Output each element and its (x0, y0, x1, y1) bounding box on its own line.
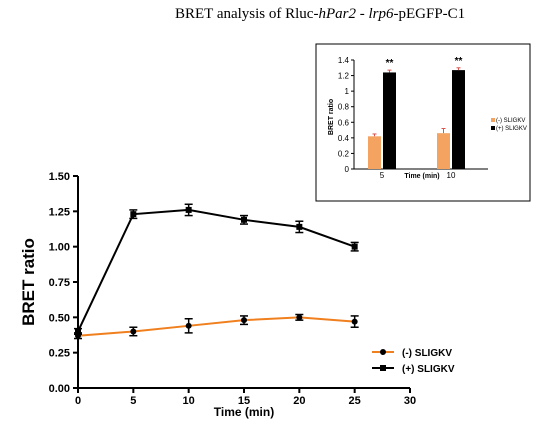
data-point (185, 322, 192, 329)
data-point (75, 328, 81, 335)
inset-y-tick-label: 0.8 (338, 103, 350, 112)
series-line (77, 316, 355, 337)
legend-marker (380, 349, 386, 355)
data-point (296, 314, 303, 321)
figure-title: BRET analysis of Rluc-hPar2 - lrp6-pEGFP… (175, 6, 465, 22)
inset-legend-label: (+) SLIGKV (496, 126, 527, 132)
data-point (351, 318, 358, 325)
data-point (241, 216, 247, 223)
x-tick-label: 20 (293, 395, 305, 407)
y-tick-label: 0.00 (49, 383, 70, 395)
y-tick-label: 1.25 (49, 206, 70, 218)
y-tick-label: 0.25 (49, 348, 70, 360)
y-tick-label: 1.50 (49, 171, 70, 183)
x-tick-label: 5 (130, 395, 136, 407)
inset-y-tick-label: 1.2 (338, 72, 350, 81)
x-axis-label: Time (min) (214, 405, 274, 419)
inset-bar-plus (452, 70, 465, 169)
inset-legend-swatch (491, 126, 495, 130)
inset-legend-label: (-) SLIGKV (496, 118, 525, 124)
x-tick-label: 30 (404, 395, 416, 407)
inset-y-tick-label: 1.4 (338, 56, 350, 65)
legend-label: (-) SLIGKV (402, 348, 452, 359)
series-minus-sligkv (74, 313, 359, 340)
data-point (351, 243, 358, 250)
inset-legend-swatch (491, 118, 495, 122)
data-point (130, 211, 137, 218)
legend: (-) SLIGKV (+) SLIGKV (372, 348, 455, 375)
series-plus-sligkv (74, 203, 359, 336)
inset-bar-plus (383, 72, 396, 169)
series-line (77, 208, 356, 332)
inset-category-label: 10 (447, 171, 456, 180)
inset-x-axis-label: Time (min) (404, 173, 439, 180)
inset-category-label: 5 (380, 171, 385, 180)
data-point (241, 317, 247, 324)
data-point (130, 328, 137, 335)
inset-bar-chart: 0 0.2 0.4 0.6 0.8 1 1.2 1.4 ** ** 5 10 BRET ratio… (315, 43, 531, 202)
main-line-chart: 0.00 0.25 0.50 0.75 1.00 1.25 1.50 0 5 10 15 20 25 3… (19, 171, 455, 419)
inset-bar-minus (437, 133, 450, 169)
legend-marker (380, 365, 386, 371)
inset-legend: (-) SLIGKV (+) SLIGKV (491, 118, 527, 132)
inset-y-tick-label: 0.2 (338, 149, 350, 158)
y-tick-label: 1.00 (49, 242, 70, 254)
inset-y-tick-label: 1 (345, 87, 350, 96)
inset-y-tick-label: 0 (345, 165, 350, 174)
x-tick-label: 25 (349, 395, 361, 407)
y-tick-label: 0.75 (49, 277, 70, 289)
data-point (296, 223, 303, 230)
x-tick-label: 10 (183, 395, 195, 407)
inset-y-axis-label: BRET ratio (328, 99, 335, 135)
significance-marker: ** (455, 56, 463, 67)
data-point (185, 206, 192, 213)
x-tick-label: 15 (238, 395, 250, 407)
y-tick-label: 0.50 (49, 312, 70, 324)
inset-bar-minus (368, 136, 381, 169)
x-tick-label: 0 (75, 395, 81, 407)
inset-y-tick-label: 0.4 (338, 134, 350, 143)
inset-y-tick-label: 0.6 (338, 118, 350, 127)
y-axis-label: BRET ratio (19, 238, 38, 326)
legend-label: (+) SLIGKV (402, 364, 455, 375)
significance-marker: ** (386, 58, 394, 69)
